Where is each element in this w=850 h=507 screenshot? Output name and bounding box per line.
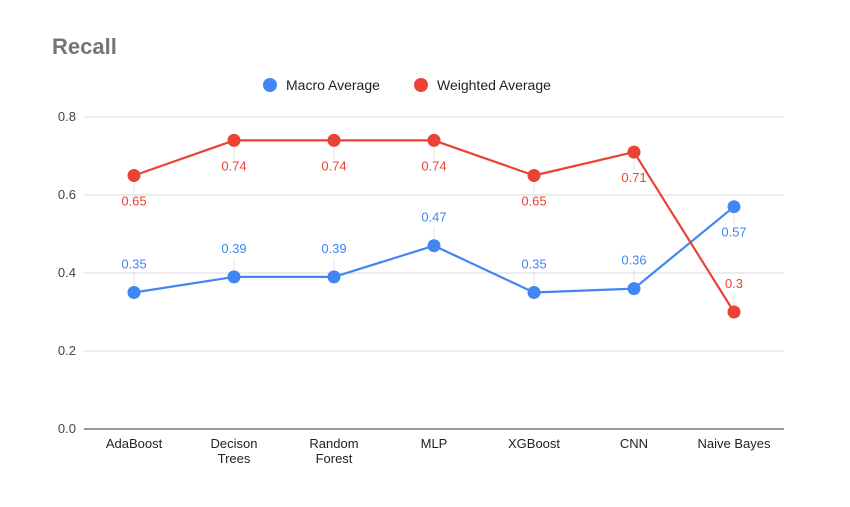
- data-label: 0.74: [221, 158, 246, 173]
- data-label: 0.65: [521, 194, 546, 209]
- x-tick-label: Decison Trees: [211, 436, 258, 466]
- y-tick-label: 0.8: [58, 109, 76, 124]
- legend-label: Weighted Average: [437, 77, 551, 93]
- x-tick-label: XGBoost: [508, 436, 560, 451]
- data-point: [227, 133, 241, 147]
- y-tick-label: 0.2: [58, 343, 76, 358]
- data-point: [427, 239, 441, 253]
- legend-marker: [414, 78, 428, 92]
- y-tick-label: 0.4: [58, 265, 76, 280]
- data-point: [527, 169, 541, 182]
- data-label: 0.74: [321, 158, 346, 173]
- data-label: 0.74: [421, 158, 446, 173]
- x-tick-label: Random Forest: [309, 436, 358, 466]
- legend-marker: [263, 78, 277, 92]
- data-label: 0.35: [121, 257, 146, 272]
- data-label: 0.47: [421, 210, 446, 225]
- data-label: 0.71: [621, 170, 646, 185]
- data-label: 0.35: [521, 257, 546, 272]
- data-label: 0.65: [121, 194, 146, 209]
- data-label: 0.39: [321, 241, 346, 256]
- data-label: 0.36: [621, 253, 646, 268]
- data-point: [727, 305, 741, 319]
- data-point: [727, 200, 741, 214]
- data-label: 0.39: [221, 241, 246, 256]
- data-point: [227, 270, 241, 284]
- data-point: [527, 286, 541, 299]
- data-point: [627, 145, 641, 159]
- x-tick-label: Naive Bayes: [698, 436, 771, 451]
- x-tick-label: AdaBoost: [106, 436, 163, 451]
- data-point: [427, 133, 441, 147]
- data-label: 0.3: [725, 276, 743, 291]
- chart-title: Recall: [52, 34, 117, 59]
- data-point: [127, 169, 141, 182]
- data-point: [327, 270, 341, 284]
- data-point: [127, 286, 141, 299]
- x-tick-label: CNN: [620, 436, 648, 451]
- data-point: [327, 133, 341, 147]
- x-tick-label: MLP: [421, 436, 448, 451]
- legend-label: Macro Average: [286, 77, 380, 93]
- y-tick-label: 0.0: [58, 421, 76, 436]
- y-tick-label: 0.6: [58, 187, 76, 202]
- data-label: 0.57: [721, 225, 746, 240]
- data-point: [627, 282, 641, 296]
